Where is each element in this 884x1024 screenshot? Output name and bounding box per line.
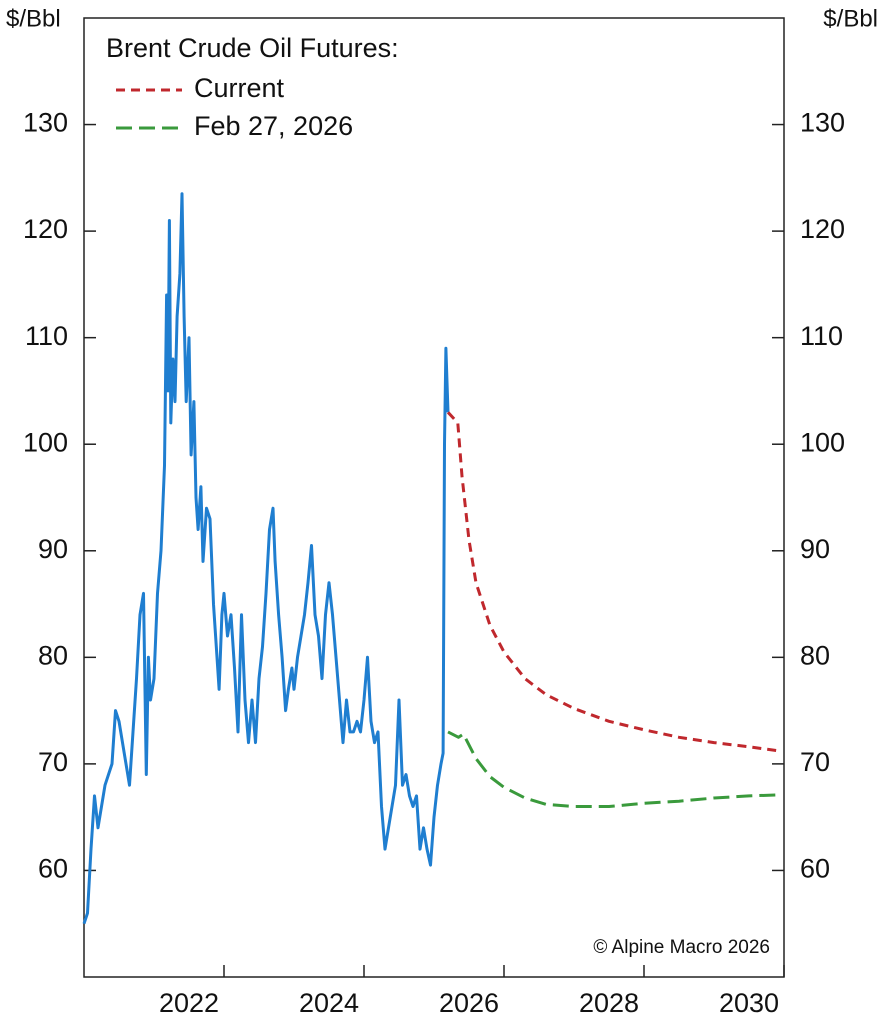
y2-tick-label: 90 [800, 534, 830, 564]
y-tick-label: 80 [38, 640, 68, 670]
plot-frame [83, 17, 785, 978]
y2-axis-label: $/Bbl [823, 5, 878, 32]
y2-tick-label: 130 [800, 108, 845, 138]
y-tick-label: 60 [38, 854, 68, 884]
y-tick-label: 100 [23, 427, 68, 457]
y2-tick-label: 110 [800, 321, 843, 351]
series-line [447, 730, 781, 808]
y-tick-label: 120 [23, 214, 68, 244]
x-tick-label: 2030 [719, 988, 779, 1018]
legend-label: Feb 27, 2026 [194, 111, 353, 141]
y2-tick-label: 60 [800, 854, 830, 884]
y2-tick-label: 120 [800, 214, 845, 244]
y-axis-label: $/Bbl [6, 5, 61, 32]
x-tick-label: 2024 [299, 988, 359, 1018]
y2-tick-label: 80 [800, 640, 830, 670]
y2-tick-label: 70 [800, 747, 830, 777]
y2-tick-label: 100 [800, 427, 845, 457]
y-tick-label: 70 [38, 747, 68, 777]
series-line [82, 192, 450, 925]
y-tick-label: 110 [25, 321, 68, 351]
legend-title: Brent Crude Oil Futures: [106, 33, 399, 63]
x-tick-label: 2028 [579, 988, 639, 1018]
x-tick-label: 2026 [439, 988, 499, 1018]
x-tick-label: 2022 [159, 988, 219, 1018]
annotation: © Alpine Macro 2026 [593, 937, 770, 958]
series-line [446, 411, 781, 753]
legend-label: Current [194, 73, 285, 103]
y-tick-label: 90 [38, 534, 68, 564]
y-tick-label: 130 [23, 108, 68, 138]
